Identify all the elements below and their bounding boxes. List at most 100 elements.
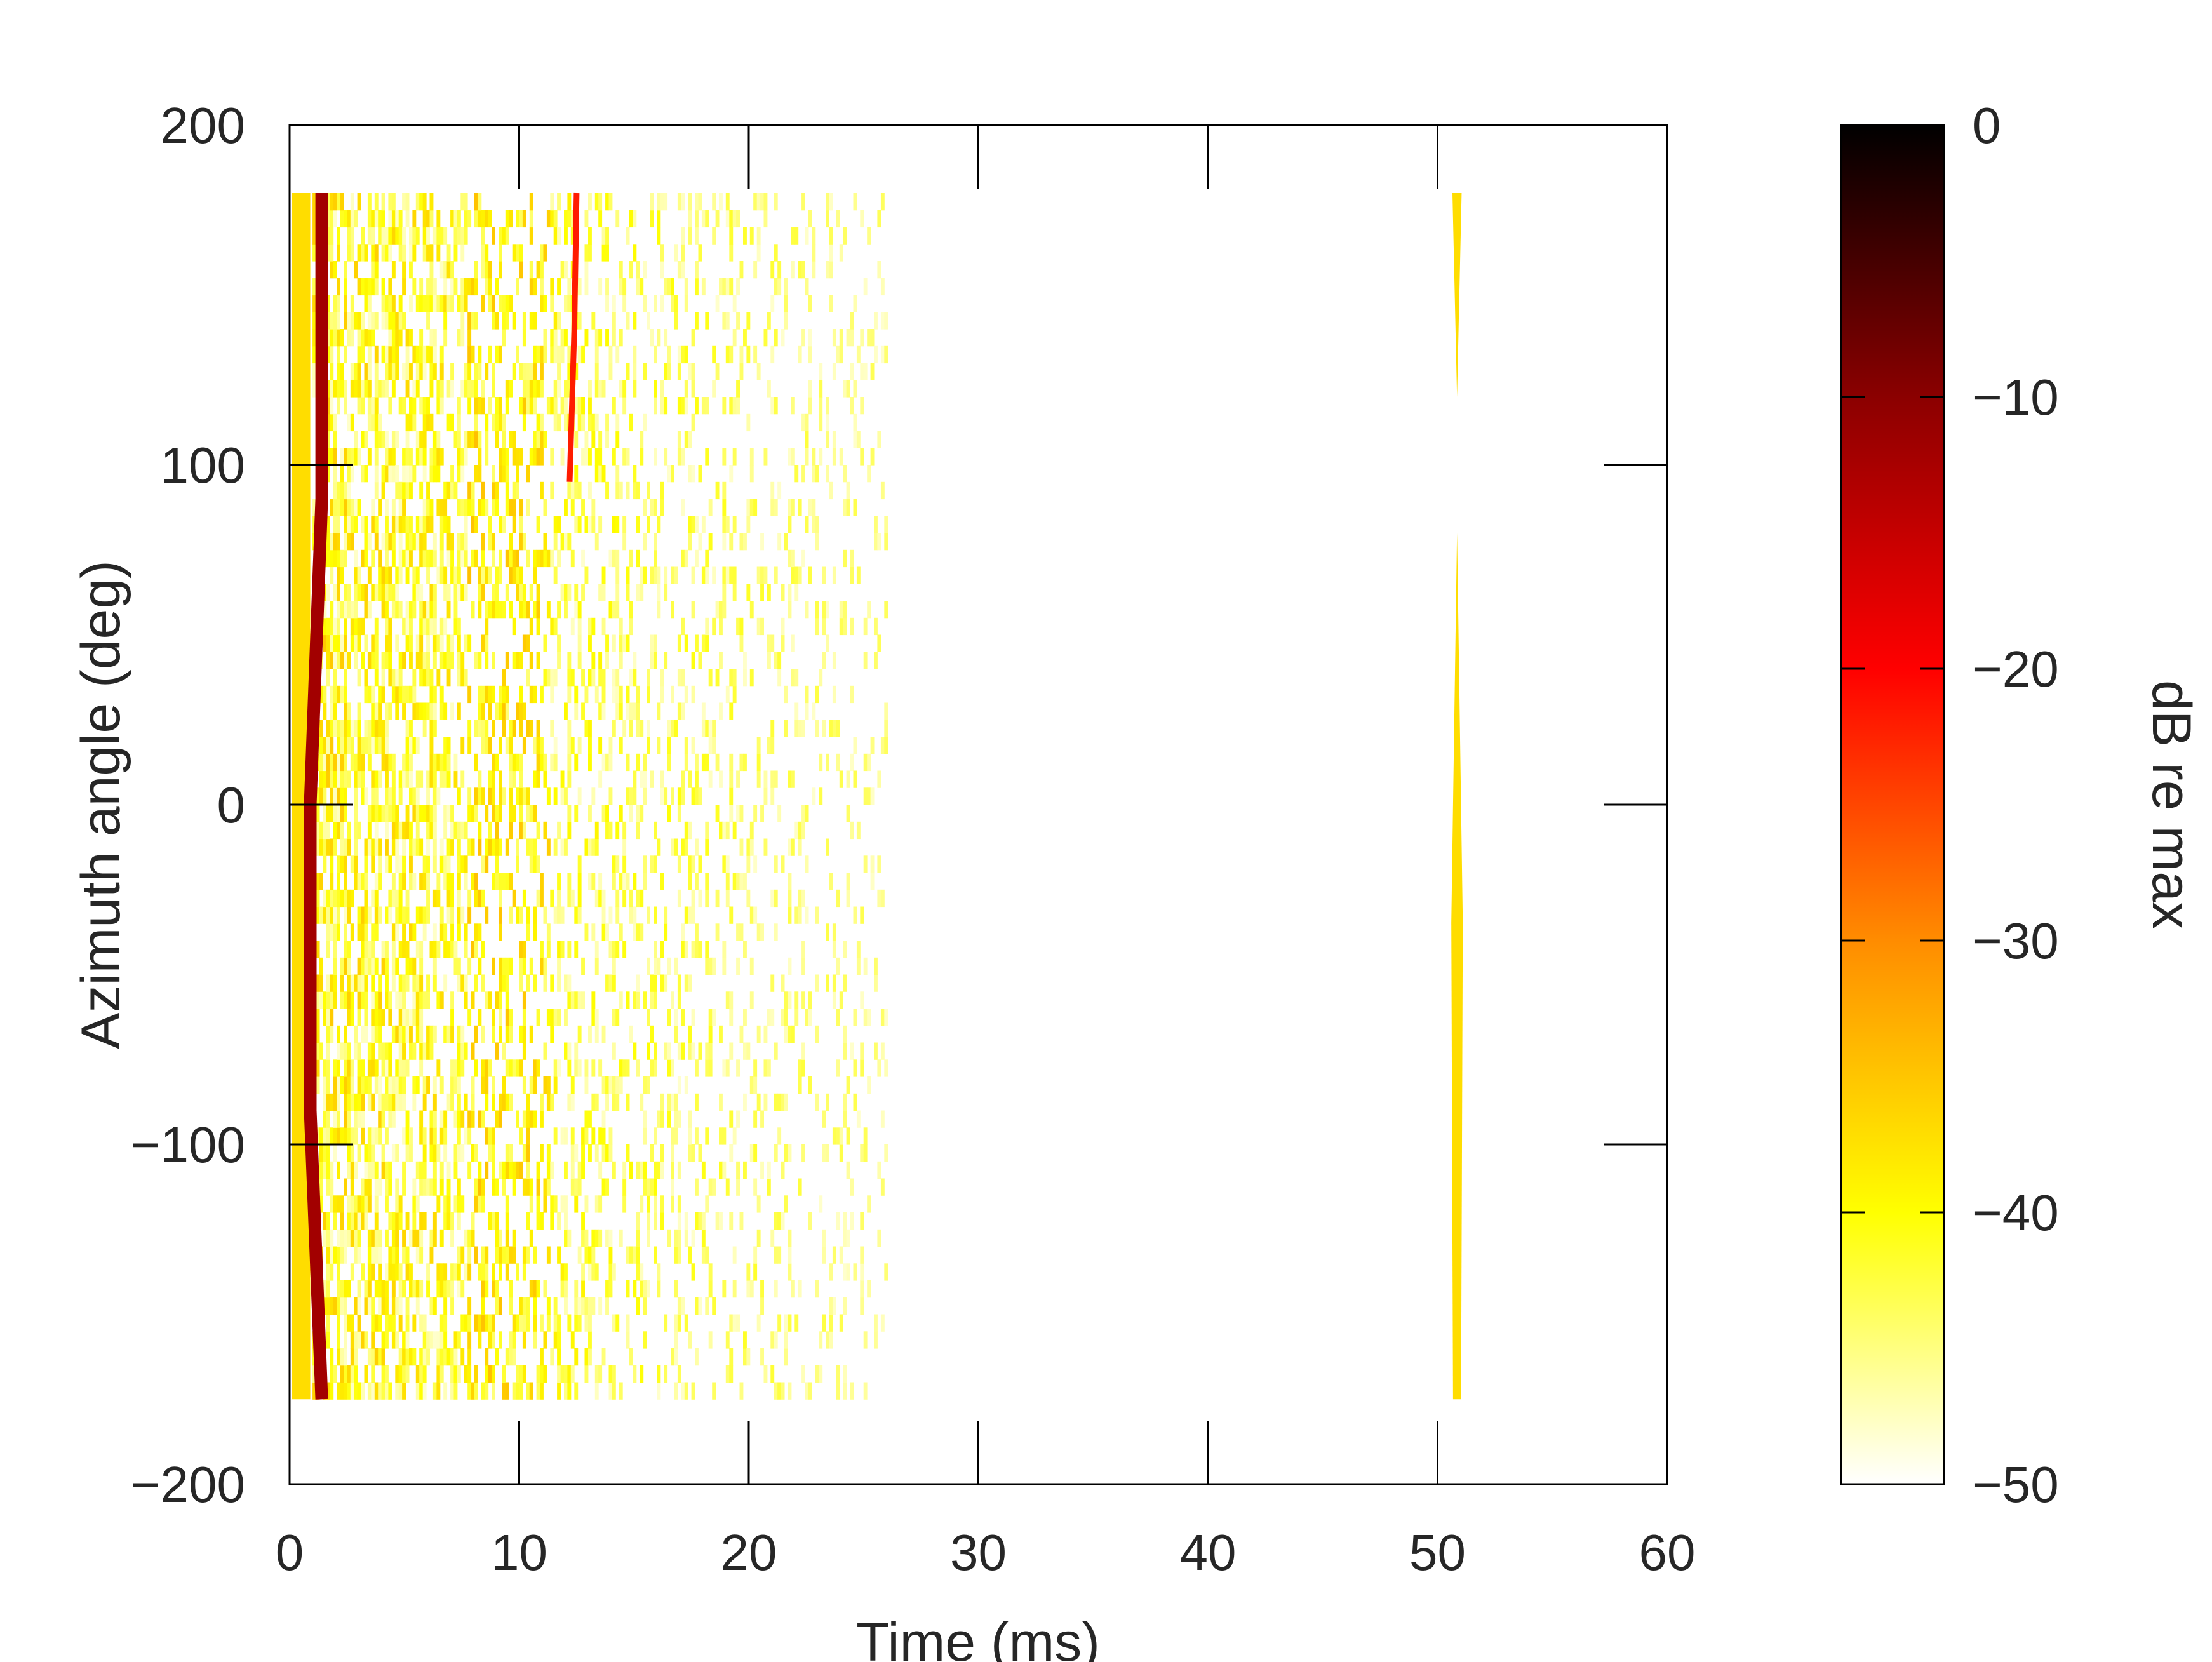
heat-cell [350, 312, 354, 330]
heat-cell [522, 1042, 526, 1060]
heat-cell [492, 1161, 495, 1179]
heat-cell [839, 345, 843, 364]
heat-cell [691, 889, 695, 908]
heat-cell [643, 363, 647, 380]
heat-cell [344, 380, 347, 398]
heat-cell [371, 805, 375, 822]
heat-cell [781, 617, 785, 636]
heat-cell [546, 787, 551, 805]
heat-cell [398, 533, 403, 551]
heat-cell [443, 1195, 448, 1213]
heat-cell [326, 1144, 330, 1162]
heat-cell [784, 533, 788, 551]
heat-cell [729, 787, 734, 805]
heat-cell [756, 363, 761, 380]
heat-cell [798, 821, 802, 840]
heat-cell [357, 1212, 361, 1230]
heat-cell [485, 1348, 489, 1366]
heat-cell [880, 312, 885, 330]
heat-cell [453, 1348, 458, 1366]
heat-cell [654, 652, 657, 669]
heat-cell [402, 652, 406, 669]
heat-cell [874, 974, 878, 992]
heat-cell [581, 549, 585, 568]
heat-cell [378, 974, 382, 992]
heat-cell [546, 1178, 551, 1196]
heat-cell [474, 873, 478, 890]
heat-cell [619, 278, 623, 296]
heat-cell [519, 1025, 523, 1043]
heat-cell [426, 244, 430, 262]
heat-cell [439, 397, 444, 415]
heat-cell [357, 1144, 361, 1162]
heat-cell [516, 566, 519, 584]
heat-cell [402, 941, 406, 958]
heat-cell [405, 345, 410, 364]
heat-cell [612, 1009, 616, 1026]
heat-cell [337, 312, 340, 330]
heat-cell [371, 652, 375, 669]
heat-cell [471, 312, 475, 330]
heat-cell [409, 413, 413, 432]
heat-cell [350, 1331, 354, 1349]
heat-cell [409, 838, 413, 856]
heat-cell [385, 652, 389, 669]
heat-cell [333, 652, 337, 669]
heat-cell [567, 889, 572, 908]
heat-cell [344, 278, 347, 296]
heat-cell [344, 923, 347, 941]
heat-cell [388, 889, 392, 908]
heat-cell [450, 481, 454, 500]
heat-cell [429, 1127, 434, 1145]
heat-cell [450, 1365, 454, 1383]
heat-cell [522, 601, 526, 619]
heat-cell [374, 261, 379, 279]
heat-cell [453, 1059, 458, 1077]
heat-cell [432, 974, 437, 992]
heat-cell [330, 1229, 334, 1247]
heat-cell [674, 1348, 678, 1366]
heat-cell [450, 566, 454, 584]
heat-cell [691, 1263, 695, 1281]
heat-cell [347, 448, 351, 466]
heat-cell [405, 566, 410, 584]
heat-cell [419, 1365, 424, 1383]
heat-cell [402, 1246, 406, 1264]
heat-cell [323, 1059, 327, 1077]
heat-cell [323, 889, 327, 908]
heat-cell [543, 1365, 547, 1383]
heat-cell [725, 1059, 730, 1077]
heat-cell [478, 702, 482, 720]
heat-cell [347, 584, 351, 601]
heat-cell [330, 753, 334, 772]
heat-cell [605, 244, 609, 262]
heat-cell [429, 448, 434, 466]
heat-cell [546, 1144, 551, 1162]
heat-cell [340, 601, 344, 619]
heat-cell [381, 533, 385, 551]
heat-cell [388, 329, 392, 347]
heat-cell [457, 873, 461, 890]
heat-cell [354, 974, 358, 992]
heat-cell [739, 261, 744, 279]
heat-cell [870, 448, 875, 466]
heat-cell [557, 1348, 561, 1366]
heat-cell [450, 210, 454, 228]
heat-cell [512, 448, 516, 466]
heat-cell [512, 1059, 516, 1077]
heat-cell [371, 1229, 375, 1247]
heat-cell [516, 278, 519, 296]
heat-cell [426, 295, 430, 312]
heat-cell [805, 805, 809, 822]
heat-cell [805, 855, 809, 873]
heat-cell [684, 838, 688, 856]
heat-cell [712, 227, 716, 245]
heat-cell [664, 193, 668, 211]
heat-cell [591, 413, 596, 432]
heat-cell [398, 855, 403, 873]
heat-cell [485, 1280, 489, 1298]
heat-cell [584, 1348, 589, 1366]
heat-cell [715, 1212, 720, 1230]
heat-cell [467, 481, 472, 500]
heat-cell [319, 1178, 323, 1196]
